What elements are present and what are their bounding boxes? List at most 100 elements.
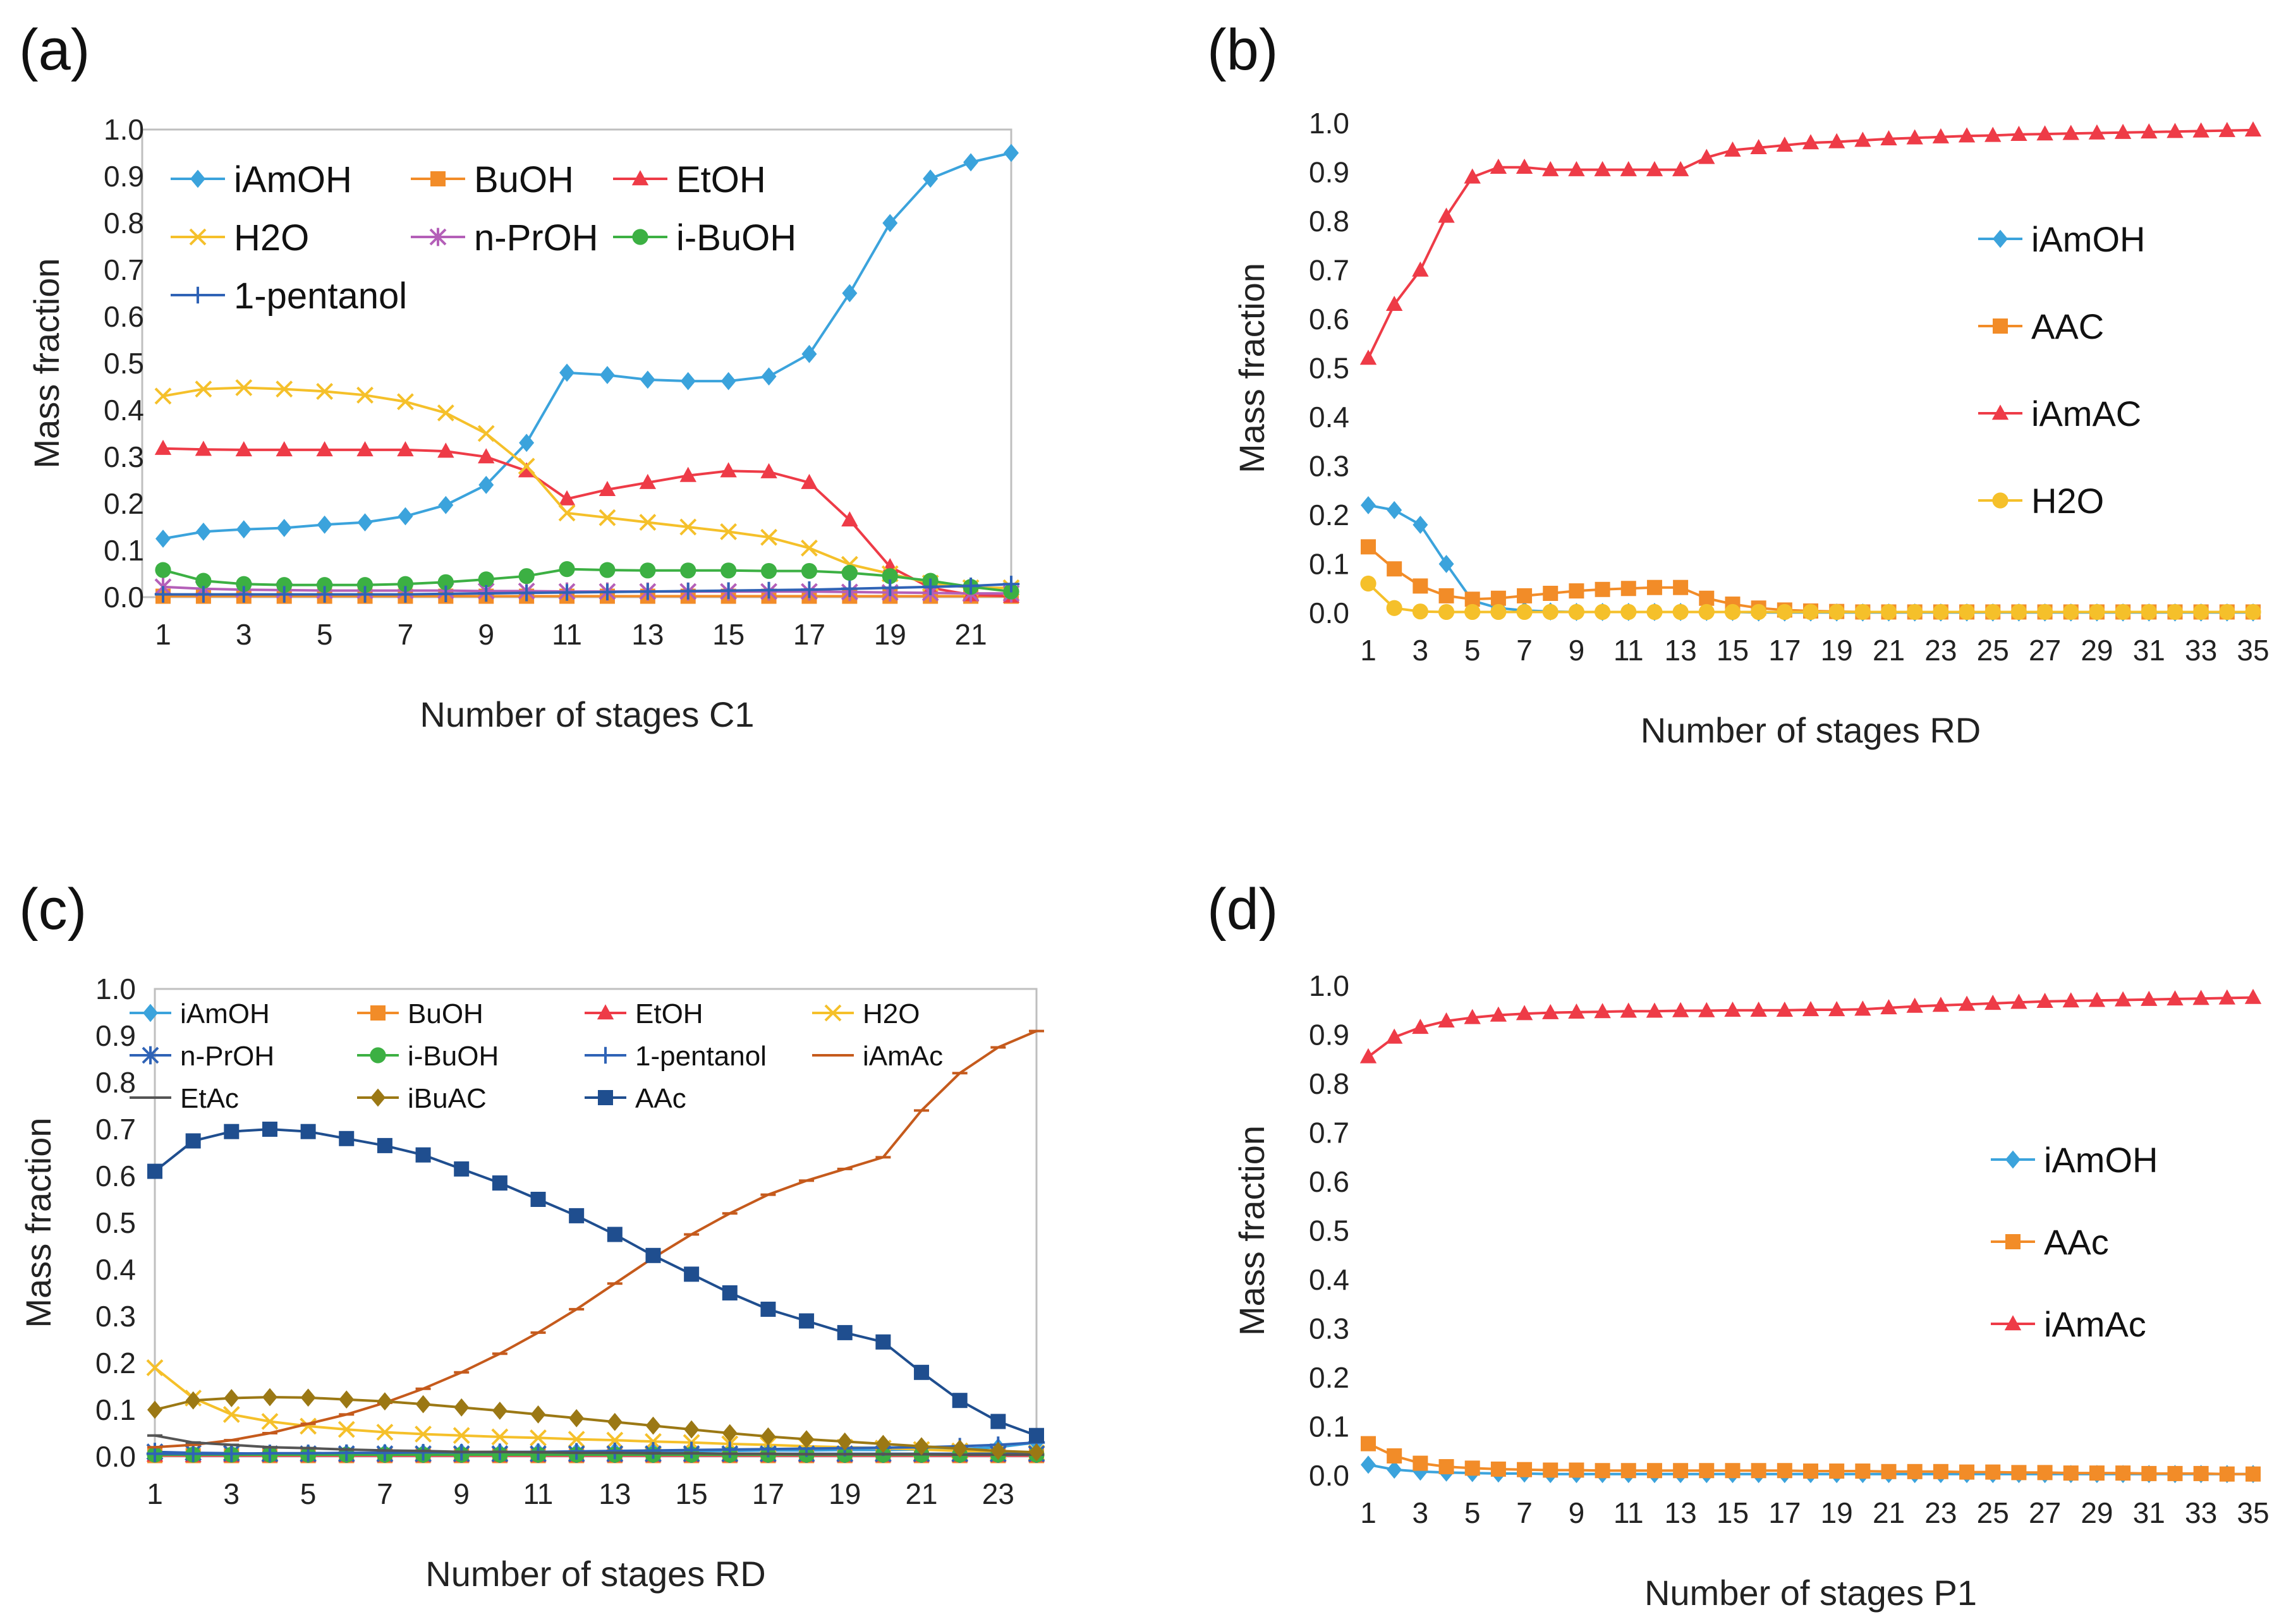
data-point-aac bbox=[1829, 1463, 1845, 1479]
legend-label-n-proh: n-PrOH bbox=[474, 217, 599, 258]
data-point-ibuac bbox=[300, 1388, 316, 1407]
data-point-iamac bbox=[1672, 1002, 1689, 1017]
x-tick-label: 13 bbox=[631, 618, 664, 651]
data-point-aac bbox=[1438, 1459, 1454, 1475]
data-point-iamoh bbox=[1004, 143, 1019, 162]
x-tick-label: 3 bbox=[236, 618, 252, 651]
y-axis-label: Mass fraction bbox=[1232, 1125, 1272, 1336]
legend-marker-iamoh bbox=[2005, 1150, 2021, 1169]
data-point-1-pentanol bbox=[720, 582, 737, 599]
data-point-iamac bbox=[2114, 991, 2132, 1007]
data-point-h2o bbox=[1490, 603, 1507, 621]
data-point-ibuac bbox=[952, 1439, 968, 1458]
data-point-1-pentanol bbox=[437, 585, 454, 603]
data-point-i-buoh bbox=[841, 564, 858, 581]
legend-marker-i-buoh bbox=[370, 1047, 386, 1063]
x-tick-label: 5 bbox=[1464, 634, 1481, 667]
data-point-iamac bbox=[1646, 1002, 1663, 1018]
data-point-h2o bbox=[1802, 603, 1819, 621]
y-tick-label: 0.8 bbox=[104, 207, 144, 239]
x-tick-label: 17 bbox=[752, 1477, 784, 1510]
data-point-aac bbox=[1646, 1463, 1662, 1479]
data-point-iamac bbox=[1828, 1001, 1845, 1017]
y-tick-label: 0.3 bbox=[104, 440, 144, 473]
data-point-1-pentanol bbox=[397, 586, 414, 603]
x-tick-label: 17 bbox=[1768, 1496, 1801, 1529]
data-point-aac bbox=[339, 1130, 355, 1146]
legend-label-h2o: H2O bbox=[2031, 481, 2104, 521]
x-tick-label: 31 bbox=[2133, 634, 2165, 667]
x-tick-label: 13 bbox=[1665, 634, 1697, 667]
data-point-h2o bbox=[1386, 600, 1402, 616]
x-tick-label: 21 bbox=[1873, 634, 1905, 667]
data-point-aac bbox=[1490, 1461, 1506, 1477]
data-point-h2o bbox=[2089, 603, 2105, 621]
legend-marker-ibuac bbox=[370, 1088, 386, 1107]
series-ibuac bbox=[147, 1388, 1044, 1462]
data-point-i-buoh bbox=[276, 577, 293, 593]
data-point-1-pentanol bbox=[760, 581, 777, 599]
y-tick-label: 0.8 bbox=[95, 1066, 136, 1099]
data-point-iamac bbox=[1750, 1001, 1767, 1017]
data-point-iamac bbox=[1906, 129, 1923, 145]
x-tick-label: 7 bbox=[1516, 634, 1533, 667]
data-point-iamac bbox=[1828, 133, 1845, 148]
y-tick-label: 0.6 bbox=[104, 300, 144, 333]
data-point-aac bbox=[1490, 590, 1506, 606]
data-point-i-buoh bbox=[155, 562, 171, 578]
data-point-etoh bbox=[558, 490, 576, 506]
series-line-etoh bbox=[162, 447, 1012, 598]
data-point-iamac bbox=[2088, 991, 2106, 1007]
y-tick-label: 0.2 bbox=[95, 1347, 136, 1379]
y-tick-label: 0.8 bbox=[1309, 205, 1349, 238]
data-point-iamac bbox=[1568, 161, 1585, 176]
legend-label-iamac: iAmAC bbox=[2031, 394, 2141, 433]
data-point-i-buoh bbox=[236, 576, 252, 592]
data-point-ibuac bbox=[914, 1437, 930, 1456]
data-point-iamac bbox=[2167, 990, 2184, 1006]
data-point-iamac bbox=[1932, 997, 1950, 1012]
legend-marker-iamac bbox=[2004, 1315, 2022, 1331]
legend-label-n-proh: n-PrOH bbox=[180, 1041, 274, 1072]
legend-marker-etoh bbox=[597, 1004, 614, 1020]
legend-label-etoh: EtOH bbox=[676, 159, 766, 200]
legend-marker-h2o bbox=[824, 1004, 842, 1022]
data-point-iamac bbox=[2036, 125, 2053, 141]
data-point-iamac bbox=[1776, 136, 1794, 152]
data-point-iamac bbox=[1802, 1001, 1820, 1017]
data-point-i-buoh bbox=[640, 562, 656, 579]
x-tick-label: 17 bbox=[1768, 634, 1801, 667]
data-point-iamac bbox=[1854, 1000, 1871, 1016]
data-point-iamoh bbox=[640, 370, 655, 389]
data-point-aac bbox=[1569, 583, 1584, 599]
legend-marker-iamoh bbox=[143, 1003, 158, 1022]
data-point-1-pentanol bbox=[518, 585, 535, 602]
y-tick-label: 0.0 bbox=[104, 581, 144, 614]
data-point-ibuac bbox=[837, 1432, 853, 1451]
data-point-ibuac bbox=[147, 1400, 162, 1419]
data-point-aac bbox=[1569, 1462, 1584, 1478]
data-point-h2o bbox=[2036, 603, 2053, 621]
data-point-h2o bbox=[1594, 603, 1611, 621]
y-tick-label: 0.2 bbox=[1309, 1361, 1349, 1394]
data-point-1-pentanol bbox=[356, 586, 374, 603]
legend-label-aac: AAc bbox=[635, 1083, 686, 1114]
data-point-iamoh bbox=[438, 495, 454, 514]
data-point-iamoh bbox=[923, 169, 939, 188]
data-point-h2o bbox=[356, 386, 374, 404]
data-point-iamac bbox=[1724, 1001, 1741, 1017]
x-tick-label: 7 bbox=[377, 1477, 393, 1510]
data-point-ibuac bbox=[990, 1441, 1006, 1460]
x-tick-label: 9 bbox=[1569, 634, 1585, 667]
data-point-1-pentanol bbox=[478, 585, 495, 602]
y-axis-label: Mass fraction bbox=[18, 1118, 58, 1328]
legend-label-h2o: H2O bbox=[863, 998, 920, 1029]
data-point-aac bbox=[2037, 1465, 2053, 1481]
data-point-aac bbox=[607, 1227, 623, 1242]
x-tick-label: 15 bbox=[676, 1477, 708, 1510]
data-point-i-buoh bbox=[599, 562, 616, 578]
data-point-aac bbox=[952, 1393, 968, 1409]
data-point-iamac bbox=[1724, 141, 1741, 157]
data-point-h2o bbox=[599, 509, 616, 526]
